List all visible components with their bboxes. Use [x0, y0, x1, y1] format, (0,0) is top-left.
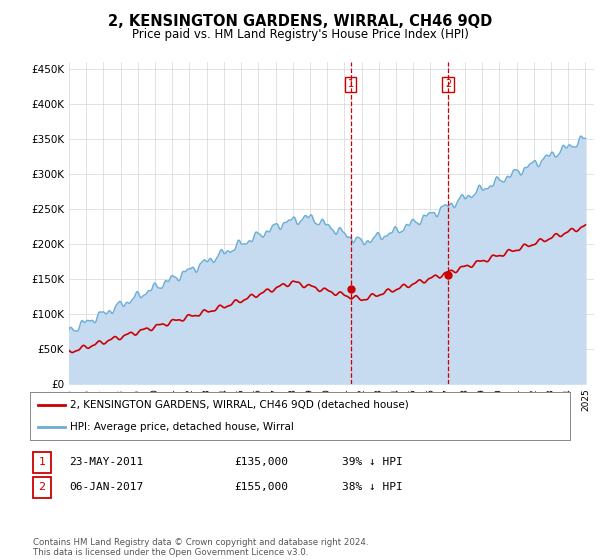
Text: Contains HM Land Registry data © Crown copyright and database right 2024.
This d: Contains HM Land Registry data © Crown c…: [33, 538, 368, 557]
Text: 39% ↓ HPI: 39% ↓ HPI: [342, 457, 403, 467]
Text: 2: 2: [445, 79, 451, 89]
Text: £135,000: £135,000: [234, 457, 288, 467]
Text: 23-MAY-2011: 23-MAY-2011: [69, 457, 143, 467]
Text: 2: 2: [38, 482, 46, 492]
Text: HPI: Average price, detached house, Wirral: HPI: Average price, detached house, Wirr…: [71, 422, 295, 432]
Text: 2, KENSINGTON GARDENS, WIRRAL, CH46 9QD (detached house): 2, KENSINGTON GARDENS, WIRRAL, CH46 9QD …: [71, 400, 409, 410]
Text: £155,000: £155,000: [234, 482, 288, 492]
Text: 38% ↓ HPI: 38% ↓ HPI: [342, 482, 403, 492]
Text: 06-JAN-2017: 06-JAN-2017: [69, 482, 143, 492]
Text: 2, KENSINGTON GARDENS, WIRRAL, CH46 9QD: 2, KENSINGTON GARDENS, WIRRAL, CH46 9QD: [108, 14, 492, 29]
Text: 1: 1: [348, 79, 354, 89]
Text: 1: 1: [38, 457, 46, 467]
Text: Price paid vs. HM Land Registry's House Price Index (HPI): Price paid vs. HM Land Registry's House …: [131, 28, 469, 41]
